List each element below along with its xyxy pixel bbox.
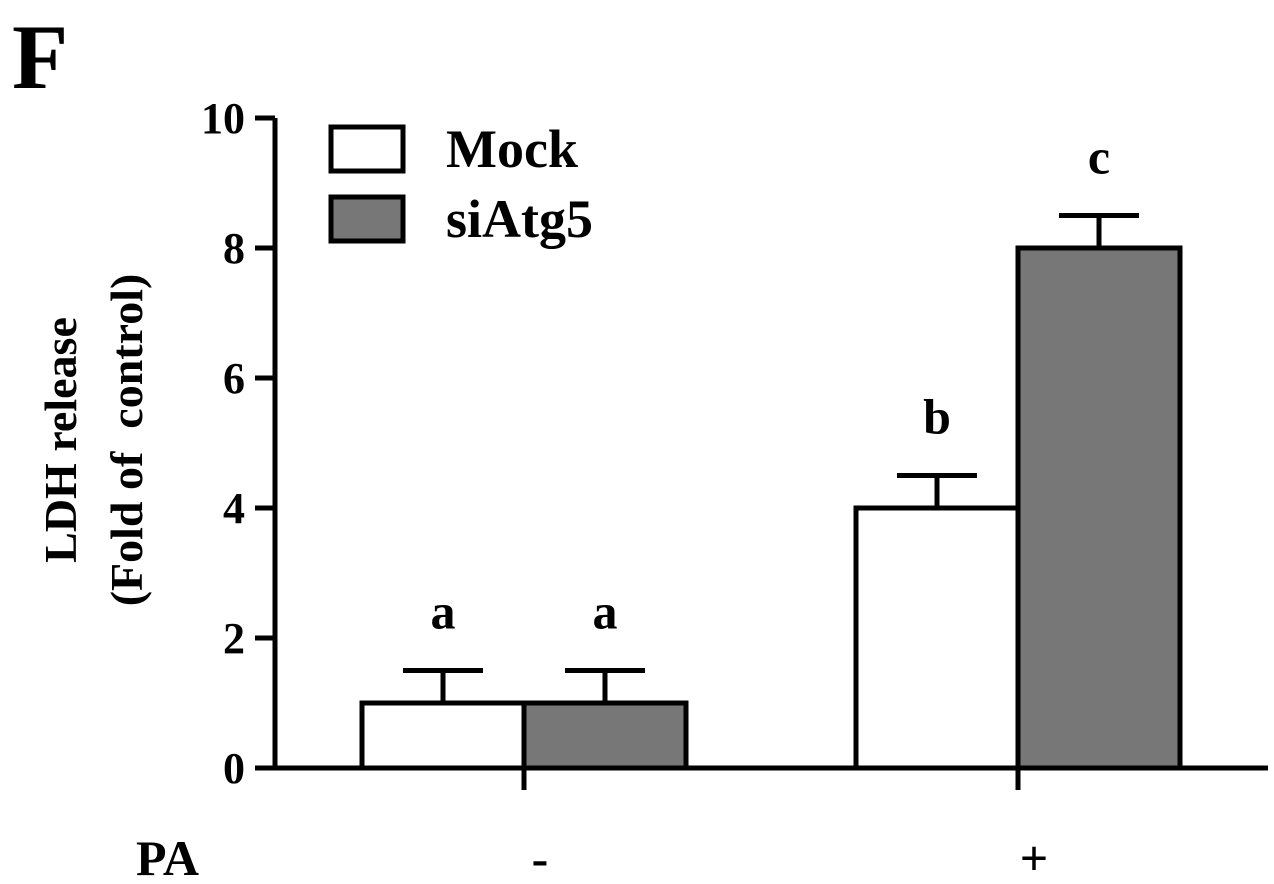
y-tick-label: 6 [223,354,245,403]
bars: a b a c [359,129,1183,771]
y-axis: 0 2 4 6 8 10 [201,94,278,793]
significance-label: a [431,584,456,640]
x-axis: - + [273,765,1268,884]
x-tick-label: + [1020,830,1049,884]
x-axis-title: PA [136,830,199,884]
y-axis-title: LDH release (Fold of control) [35,274,152,607]
legend-swatch [328,124,406,174]
y-axis-label-line1: LDH release [35,317,86,563]
significance-label: b [923,389,951,445]
legend: Mock siAtg5 [328,119,593,249]
y-tick-label: 8 [223,224,245,273]
x-tick-label: - [532,830,549,884]
y-tick-label: 0 [223,744,245,793]
panel-label: F [12,6,68,108]
bar-siatg5-plus [1015,245,1183,771]
bar-siatg5-minus [521,700,689,771]
bar-mock-minus [359,700,527,771]
significance-label: a [593,584,618,640]
bar-mock-plus [853,505,1021,771]
y-tick-label: 10 [201,94,245,143]
y-tick-label: 4 [223,484,245,533]
legend-swatch [328,194,406,244]
y-axis-label-line2: (Fold of control) [101,274,152,607]
significance-label: c [1088,129,1110,185]
y-tick-label: 2 [223,614,245,663]
legend-label: Mock [446,119,578,179]
legend-label: siAtg5 [446,189,593,249]
